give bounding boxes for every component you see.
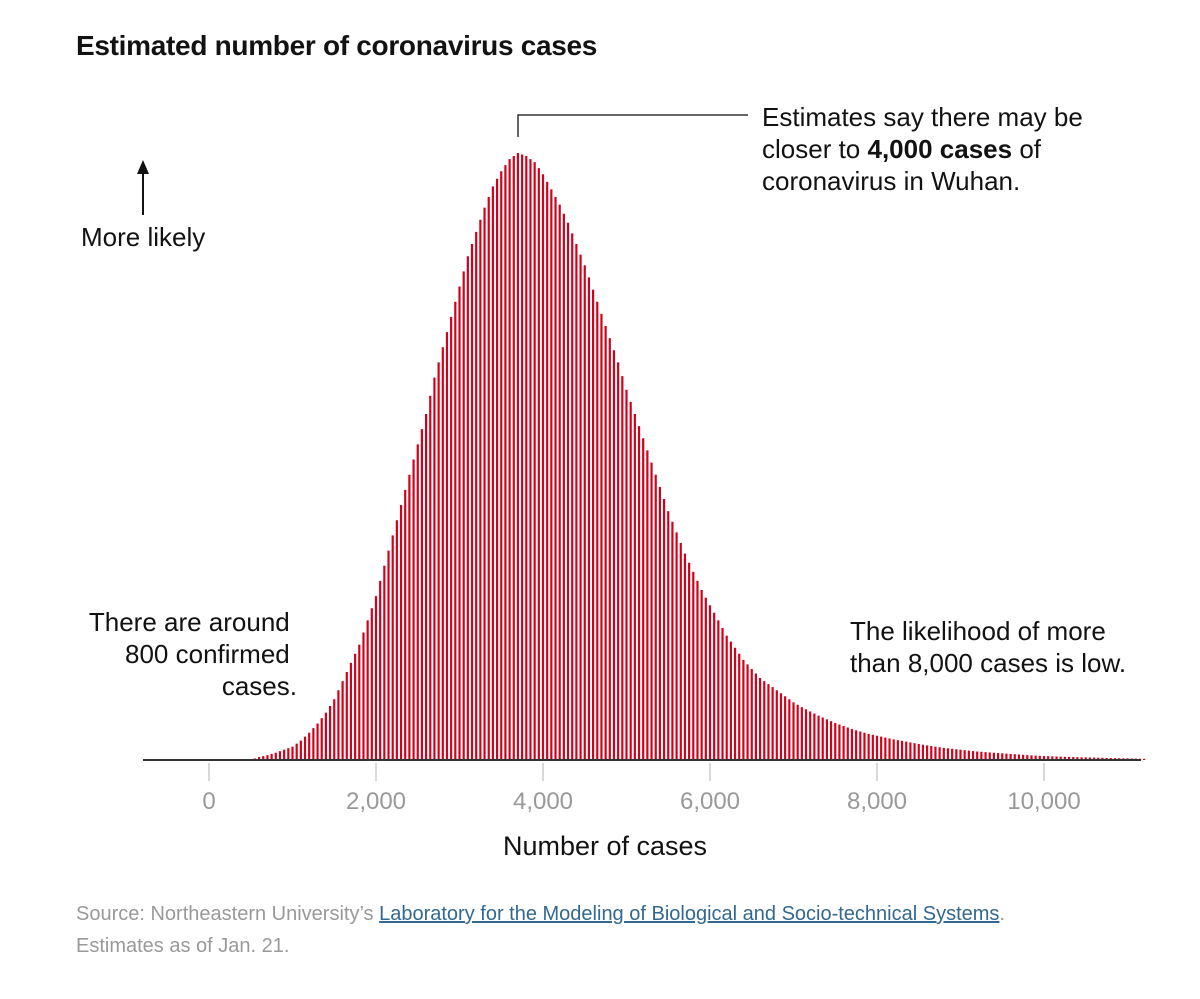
source-prefix: Source: Northeastern University’s: [76, 903, 380, 925]
x-tick-label: 8,000: [847, 788, 907, 815]
peak-line-2-end: of: [1012, 134, 1042, 164]
more-likely-label: More likely: [81, 222, 205, 252]
peak-annotation: Estimates say there may be closer to 4,0…: [517, 102, 1090, 196]
chart-title: Estimated number of coronavirus cases: [76, 30, 598, 61]
peak-line-2: closer to: [762, 134, 868, 164]
estimates-date: Estimates as of Jan. 21.: [76, 935, 290, 957]
confirmed-line-2: 800 confirmed: [125, 639, 290, 669]
chart-svg: 0 2,000 4,000 6,000 8,000 10,000 Number of ca…: [81, 102, 1146, 861]
bars-group: [253, 153, 1146, 760]
peak-highlight: 4,000 cases: [868, 134, 1013, 164]
source-link[interactable]: Laboratory for the Modeling of Biologica…: [379, 903, 1000, 925]
x-tick-label: 0: [202, 788, 215, 815]
x-tick-label: 4,000: [513, 788, 573, 815]
source-note: Source: Northeastern University’s Labora…: [76, 898, 1005, 962]
confirmed-line-1: There are around: [89, 607, 290, 637]
confirmed-annotation: There are around 800 confirmed cases.: [89, 607, 297, 701]
peak-leader-line: [517, 114, 748, 137]
source-suffix: .: [999, 903, 1005, 925]
x-axis-label: Number of cases: [503, 831, 707, 861]
peak-line-3: coronavirus in Wuhan.: [762, 166, 1020, 196]
tail-line-1: The likelihood of more: [850, 616, 1106, 646]
x-tick-label: 10,000: [1007, 788, 1080, 815]
tail-line-2: than 8,000 cases is low.: [850, 648, 1126, 678]
x-tick-label: 2,000: [346, 788, 406, 815]
tail-annotation: The likelihood of more than 8,000 cases …: [850, 616, 1126, 678]
peak-line-1: Estimates say there may be: [762, 102, 1083, 132]
peak-annotation-text: Estimates say there may be closer to 4,0…: [762, 102, 1090, 196]
x-tick-label: 6,000: [680, 788, 740, 815]
source-line: Source: Northeastern University’s Labora…: [76, 898, 1005, 930]
arrowhead-icon: [137, 160, 149, 174]
x-axis-ticks: 0 2,000 4,000 6,000 8,000 10,000: [202, 763, 1081, 815]
more-likely-indicator: More likely: [81, 160, 205, 252]
confirmed-line-3: cases.: [222, 671, 297, 701]
